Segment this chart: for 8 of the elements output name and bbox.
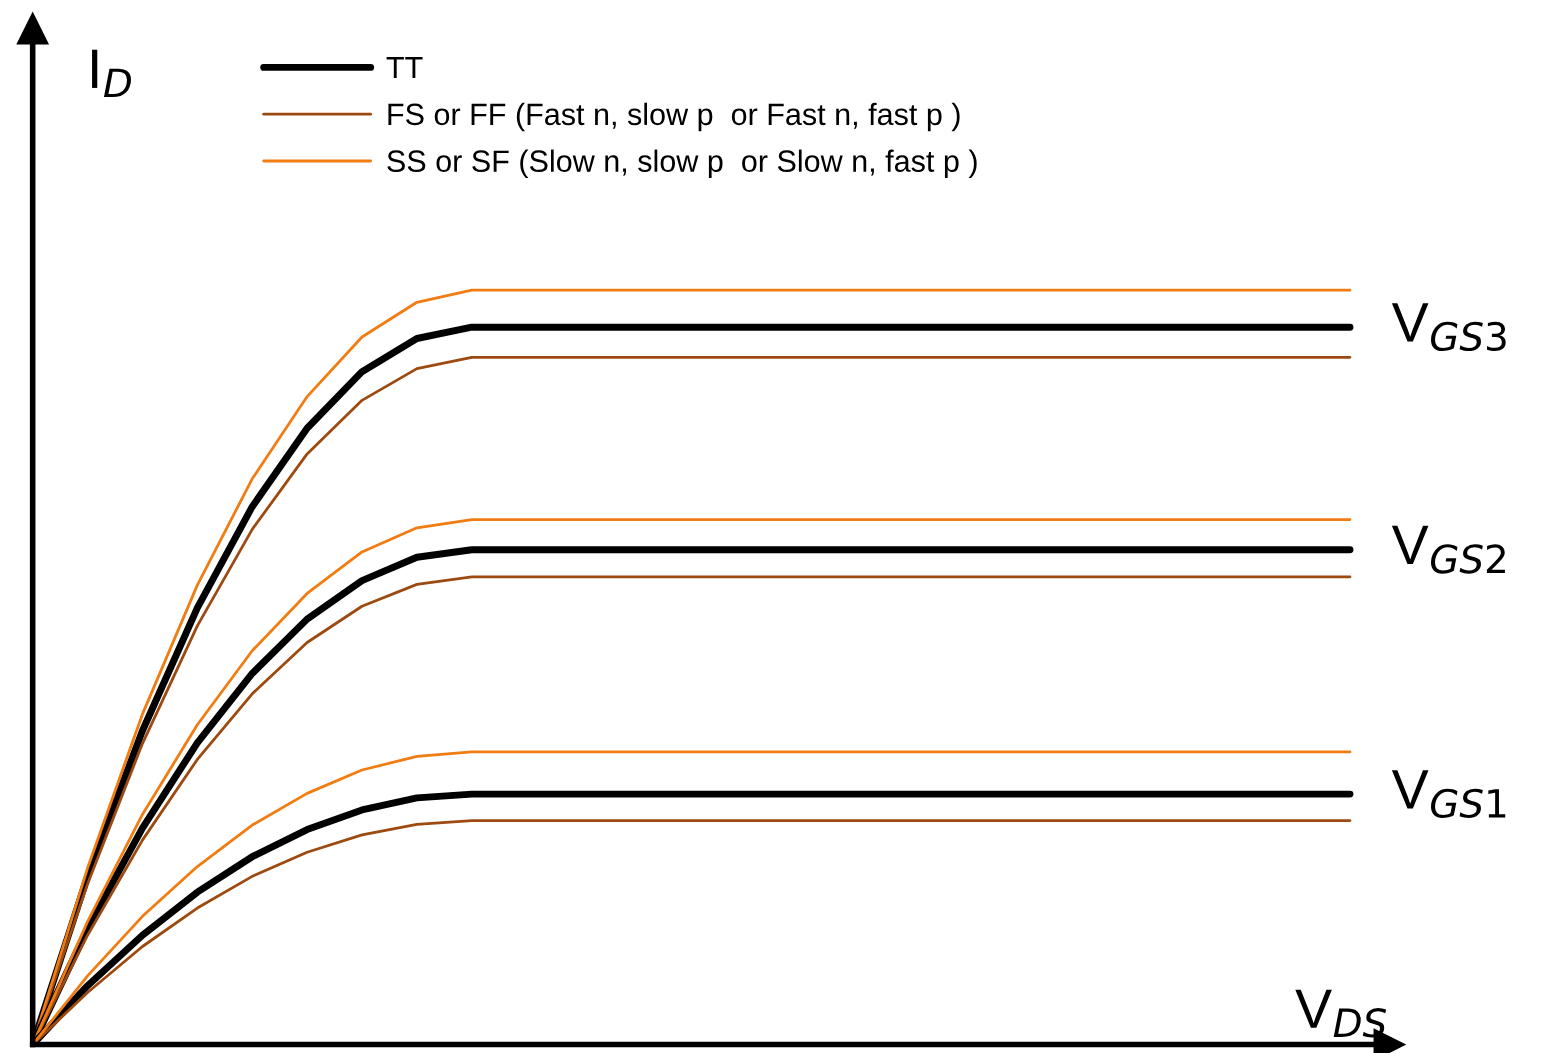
- legend-label: FS or FF (Fast n, slow p or Fast n, fast p ): [388, 102, 960, 132]
- y-axis-title: I$_{D}$: [92, 49, 131, 98]
- legend-label: TT: [386, 57, 423, 79]
- text: V$_{GS2}$: [1391, 525, 1505, 574]
- text: V$_{GS3}$: [1391, 303, 1506, 352]
- text: V$_{GS1}$: [1391, 770, 1506, 819]
- x-axis-title: V$_{DS}$: [1295, 989, 1387, 1038]
- legend-label: SS or SF (Slow n, slow p or Slow n, fast p ): [387, 149, 977, 179]
